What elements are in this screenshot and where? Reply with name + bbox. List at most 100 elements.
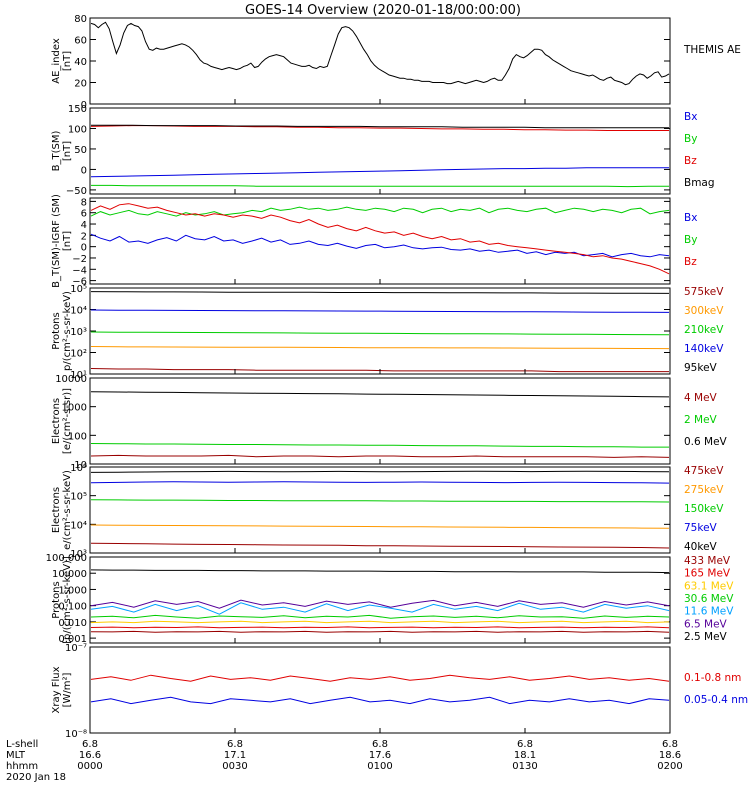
series-line-165-mev — [90, 626, 670, 629]
ytick-label: 100 — [68, 124, 87, 135]
series-line-bx — [90, 167, 669, 178]
series-line-300kev — [90, 346, 670, 350]
xtick-lshell: 6.8 — [372, 739, 388, 750]
ylabel-line: [p/(cm²-s-sr-keV)] — [62, 556, 73, 644]
time-axis-labels: 6.816.600006.817.100306.817.601006.818.1… — [6, 99, 683, 783]
ylabel: Electronse/(cm²-s-sr-keV) — [51, 470, 73, 550]
panel-electrons_mev: 10 100 1000 10000 Electrons[e/(cm²-s-sr)] 4 M… — [51, 374, 728, 471]
series-line-11-6-mev — [90, 602, 670, 615]
ylabel-line: Electrons — [51, 487, 62, 533]
ytick-label: 10¹ — [70, 370, 87, 381]
series-line-themis-ae — [90, 21, 670, 86]
xtick-mlt: 17.1 — [224, 750, 246, 761]
ylabel-line: Electrons — [51, 398, 62, 444]
series-line-bmag — [91, 124, 669, 129]
ytick-label: −50 — [66, 186, 87, 197]
panel-frame — [89, 377, 671, 465]
ytick-label: −2 — [72, 254, 87, 265]
xtick-lshell: 6.8 — [227, 739, 243, 750]
ytick-label: 10.000 — [52, 569, 87, 580]
ylabel-line: [nT] — [62, 141, 73, 161]
legend-label: 6.5 MeV — [684, 618, 728, 630]
legend-label: 30.6 MeV — [684, 593, 734, 605]
ytick-label: 40 — [74, 57, 87, 68]
ytick-label: 2 — [81, 231, 87, 242]
ytick-label: 10³ — [70, 327, 87, 338]
ytick-label: 4 — [81, 220, 87, 231]
xtick-hhmm: 0100 — [367, 761, 392, 772]
panel-frame — [89, 466, 671, 554]
ylabel: Electrons[e/(cm²-s-sr)] — [51, 388, 73, 454]
legend-label: 575keV — [684, 286, 724, 298]
panel-frame — [89, 17, 671, 105]
legend-label: 140keV — [684, 343, 724, 355]
ylabel-line: Protons — [51, 312, 62, 349]
xtick-mlt: 18.6 — [659, 750, 681, 761]
ytick-label: 6 — [81, 209, 87, 220]
legend-label: Bz — [684, 155, 697, 167]
ylabel-line: [nT] — [62, 51, 73, 71]
ylabel: Protonsp/(cm²-s-sr-keV) — [51, 291, 73, 371]
legend-label: 150keV — [684, 503, 724, 515]
ytick-label: 10⁴ — [70, 306, 87, 317]
legend-label: 0.6 MeV — [684, 436, 728, 448]
ylabel-line: [nT] — [62, 231, 73, 251]
series-line-0-05-0-4-nm — [90, 696, 670, 705]
legend-label: 63.1 MeV — [684, 580, 734, 592]
ytick-label: 0 — [81, 243, 87, 254]
legend-label: 0.1-0.8 nm — [684, 672, 741, 684]
xtick-mlt: 17.6 — [369, 750, 391, 761]
xtick-lshell: 6.8 — [82, 739, 98, 750]
ylabel-line: Protons — [51, 581, 62, 618]
ytick-label: 0 — [81, 100, 87, 111]
ytick-label: 10⁵ — [70, 284, 87, 295]
series-line-433-mev — [90, 630, 670, 633]
ylabel: Protons[p/(cm²-s-sr-keV)] — [51, 556, 73, 644]
legend-label: 75keV — [684, 522, 718, 534]
series-line-0-6-mev — [90, 391, 670, 398]
series-line-275kev — [90, 524, 670, 529]
series-line-95kev — [90, 291, 670, 294]
ylabel-line: B_T(SM)-IGRF (SM) — [51, 194, 62, 288]
ytick-label: 60 — [74, 36, 87, 47]
series-line-475kev — [90, 542, 670, 549]
series-line-bz — [90, 203, 670, 275]
ylabel-line: Xray Flux — [51, 666, 62, 713]
ytick-label: −6 — [72, 277, 87, 288]
series-line-75kev — [90, 481, 670, 484]
panel-xray: 10⁻⁸ 10⁻⁷ Xray Flux[W/m²] 0.1-0.8 nm 0.05-0.… — [51, 643, 748, 740]
ytick-label: 20 — [74, 79, 87, 90]
series-line-63-1-mev — [90, 620, 670, 624]
ytick-label: 150 — [68, 104, 87, 115]
ytick-label: 1.000 — [58, 585, 87, 596]
ylabel-line: AE_index — [51, 38, 62, 84]
ytick-label: 10⁴ — [70, 520, 87, 531]
ytick-label: 8 — [81, 197, 87, 208]
xtick-hhmm: 0030 — [222, 761, 247, 772]
xtick-hhmm: 0130 — [512, 761, 537, 772]
xaxis-row-label: L-shell — [6, 739, 38, 750]
xaxis-row-label: MLT — [6, 750, 26, 761]
ytick-label: 10⁻⁷ — [65, 643, 87, 654]
series-line-by — [91, 184, 669, 188]
series-line-150kev — [90, 499, 670, 503]
panel-protons_mev: 0.0010.0100.1001.00010.000100.000Protons… — [46, 553, 735, 645]
ytick-label: 0.010 — [58, 618, 87, 629]
ytick-label: 10⁵ — [70, 492, 87, 503]
series-line-bz — [90, 125, 669, 131]
legend-label: 210keV — [684, 324, 724, 336]
ytick-label: 100 — [68, 431, 87, 442]
legend-label: 475keV — [684, 465, 724, 477]
legend-label: 433 MeV — [684, 555, 731, 567]
xaxis-row-label: 2020 Jan 18 — [6, 772, 66, 783]
series-line-4-mev — [90, 454, 670, 458]
ylabel: B_T(SM)-IGRF (SM)[nT] — [51, 194, 73, 288]
ytick-label: 0.100 — [58, 602, 87, 613]
legend-label: 0.05-0.4 nm — [684, 694, 748, 706]
ylabel: B_T(SM)[nT] — [51, 131, 73, 172]
xtick-mlt: 16.6 — [79, 750, 101, 761]
